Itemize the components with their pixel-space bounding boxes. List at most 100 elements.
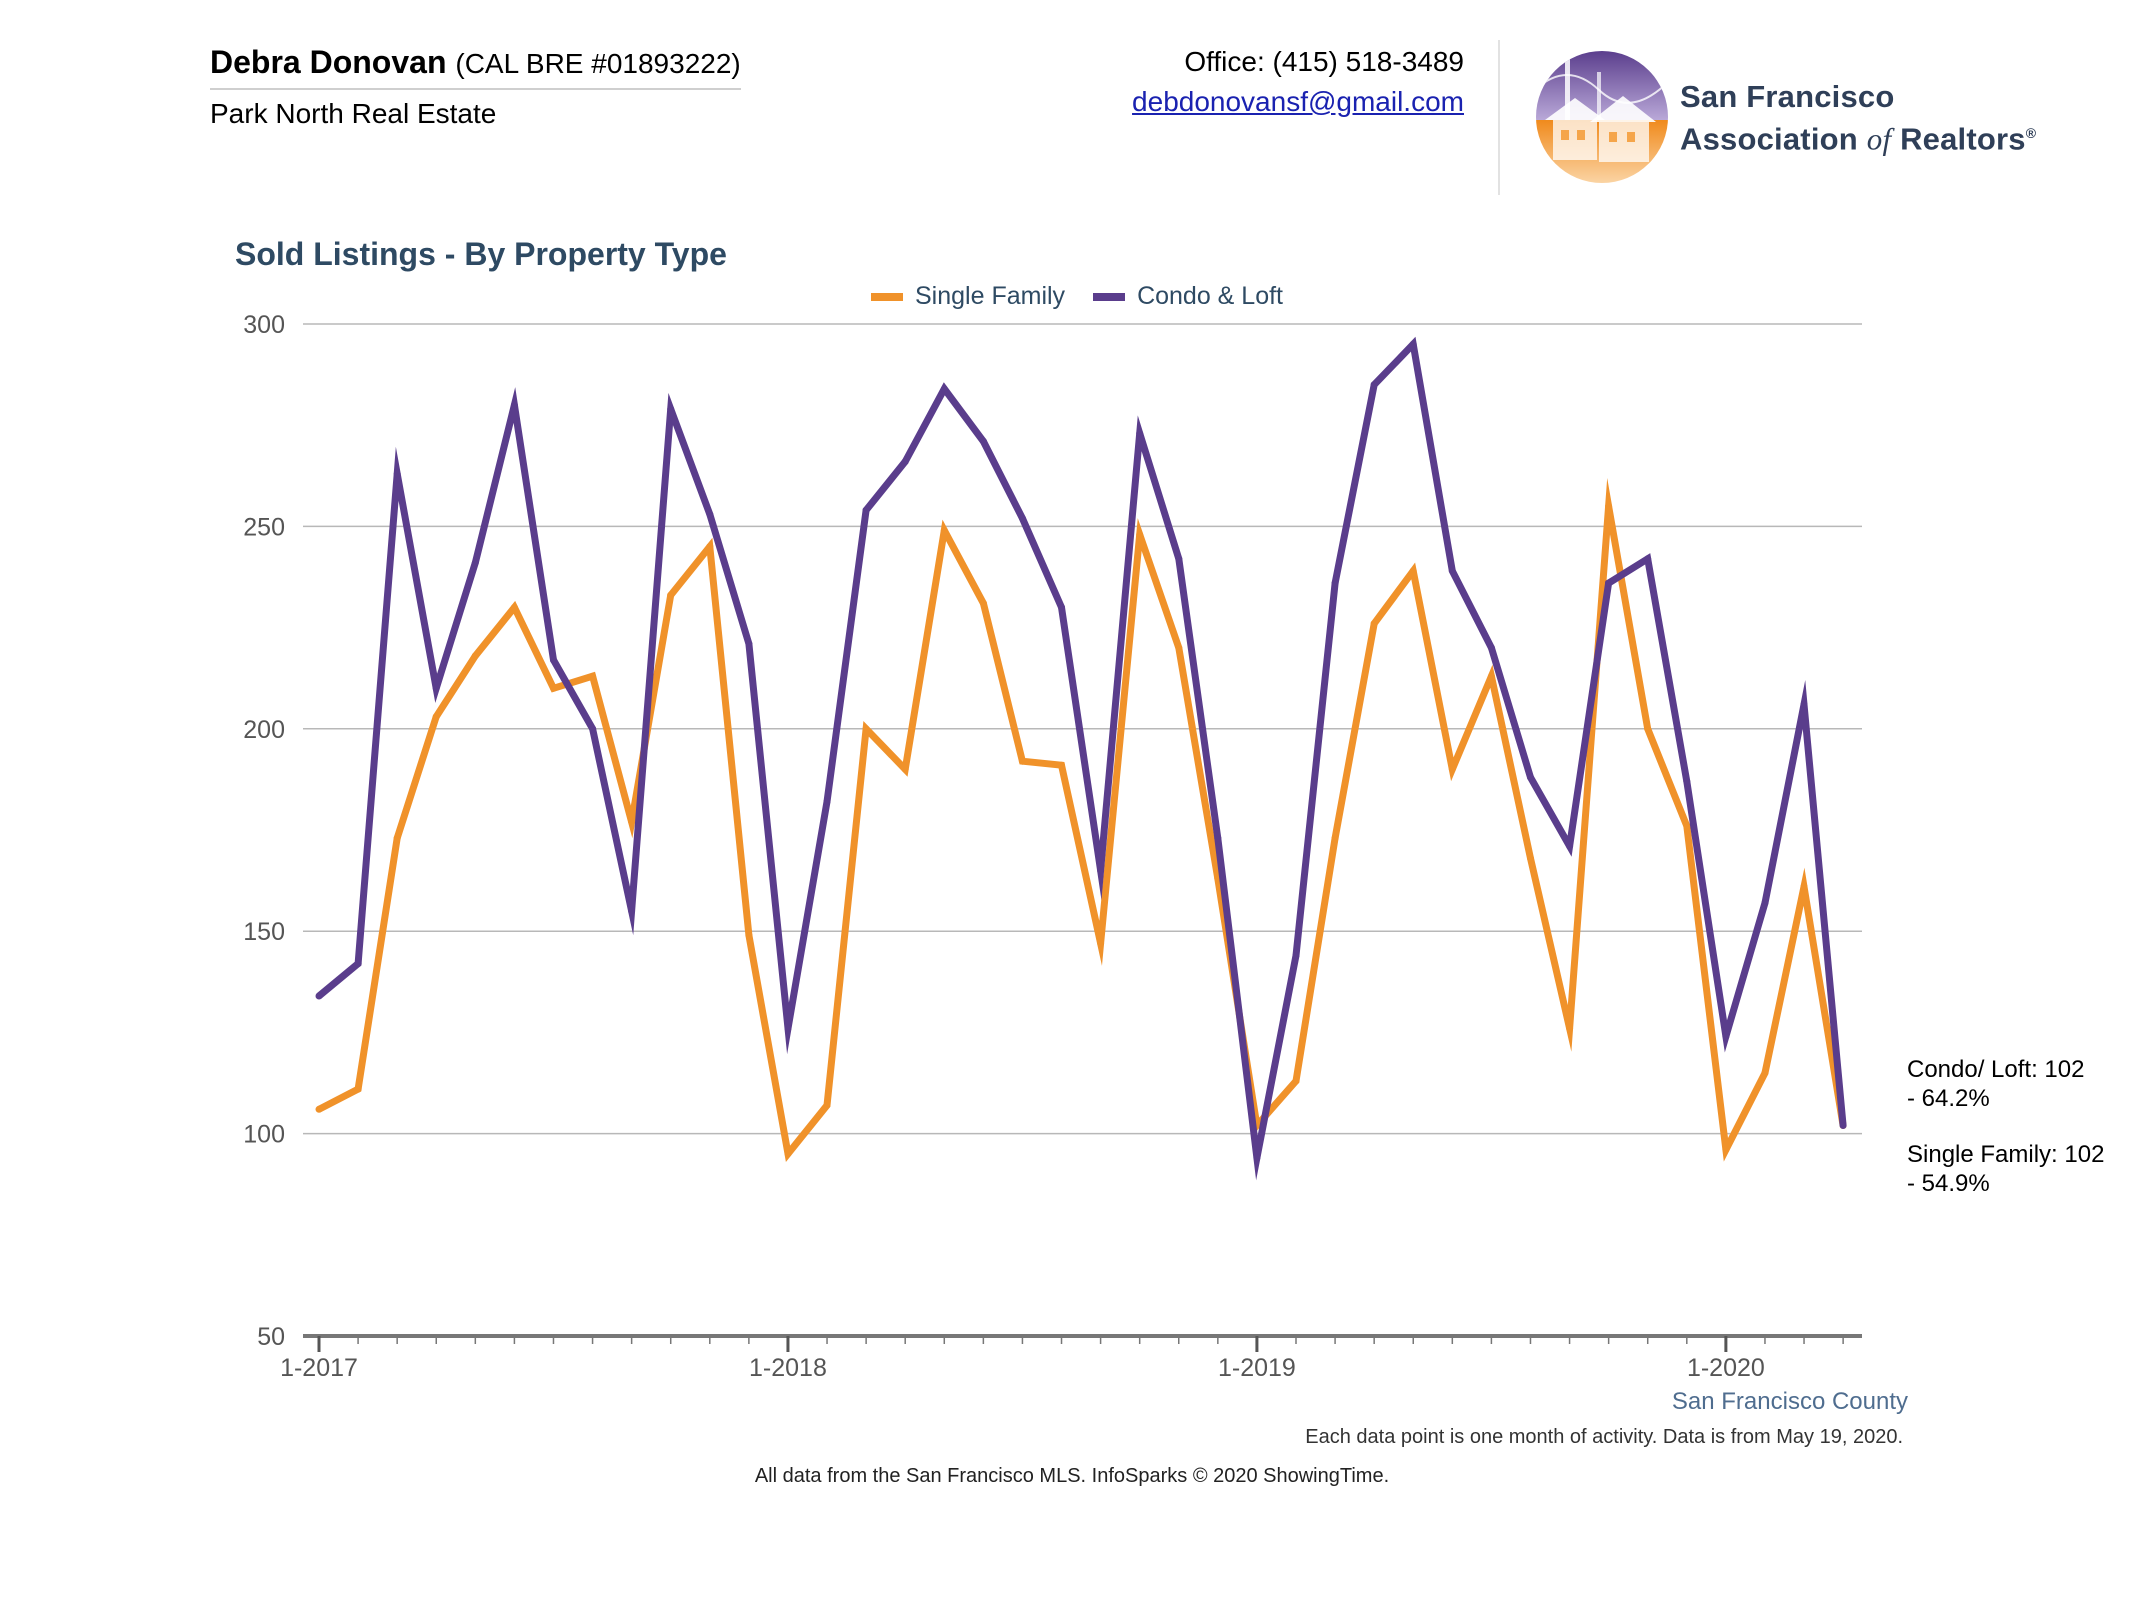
x-tick-label-3: 1-2020 [1687,1354,1765,1382]
line-chart: 50 100 150 200 250 300 1-2017 1-2018 1-2019 1-202… [243,311,1862,1382]
data-point-condo-loft-15 [901,458,909,466]
data-point-condo-loft-24 [1253,1154,1261,1162]
y-tick-label-50: 50 [257,1323,285,1351]
data-point-condo-loft-22 [1175,555,1183,563]
logo-trademark: ® [2025,125,2037,141]
series-line-condo-loft [316,336,1847,1181]
data-point-single-family-3 [432,713,440,721]
data-point-single-family-22 [1175,644,1183,652]
data-point-condo-loft-12 [784,1024,792,1032]
y-tick-label-100: 100 [243,1121,285,1149]
latest-value-annotations: Condo/ Loft: 102 - 64.2% Single Family: … [1907,1055,2104,1225]
agent-block: Debra Donovan (CAL BRE #01893222) Park N… [210,40,741,136]
county-label: San Francisco County [1671,1388,1908,1415]
data-point-condo-loft-35 [1683,777,1691,785]
chart-legend: Single Family Condo & Loft [0,282,2134,311]
y-tick-label-200: 200 [243,716,285,744]
data-point-single-family-36 [1722,1146,1730,1154]
data-point-single-family-31 [1527,854,1534,862]
data-point-single-family-34 [1644,725,1652,733]
legend-swatch-single-family [871,292,903,301]
data-point-single-family-33 [1605,502,1613,510]
data-point-single-family-6 [550,684,557,692]
data-point-single-family-18 [1018,757,1026,765]
data-point-single-family-7 [589,672,597,680]
agent-name-line: Debra Donovan (CAL BRE #01893222) [210,40,741,90]
data-point-condo-loft-30 [1487,644,1495,652]
email-link[interactable]: debdonovansf@gmail.com [1132,86,1464,117]
data-point-single-family-2 [393,834,401,842]
annotation-single-value: Single Family: 102 [1907,1141,2105,1168]
data-point-single-family-10 [706,543,714,551]
legend-item-condo-loft: Condo & Loft [1093,282,1283,311]
golden-gate-houses-logo-icon [1536,51,1668,183]
data-point-condo-loft-21 [1136,429,1144,437]
agent-license: (CAL BRE #01893222) [455,48,741,79]
data-point-single-family-11 [745,931,753,939]
data-point-condo-loft-34 [1644,555,1652,563]
data-point-condo-loft-26 [1331,579,1339,587]
data-point-condo-loft-2 [393,470,401,478]
data-point-single-family-35 [1683,822,1691,830]
data-point-single-family-15 [901,765,909,773]
data-point-single-family-20 [1097,939,1105,947]
legend-label-condo-loft: Condo & Loft [1137,282,1283,310]
y-tick-label-150: 150 [243,918,285,946]
data-point-condo-loft-37 [1761,899,1769,907]
annotation-single-change: - 54.9% [1907,1170,1990,1197]
x-tick-label-1: 1-2018 [749,1354,827,1382]
annotation-condo-change: - 64.2% [1907,1085,1990,1112]
data-point-condo-loft-33 [1605,579,1613,587]
annotation-single-family: Single Family: 102 - 54.9% [1907,1140,2104,1198]
data-point-condo-loft-17 [979,437,987,445]
data-point-condo-loft-16 [940,385,948,393]
data-point-condo-loft-8 [628,907,636,915]
data-point-single-family-26 [1331,834,1339,842]
logo-of: of [1866,121,1892,157]
data-point-condo-loft-1 [354,960,362,968]
data-point-single-family-25 [1292,1077,1300,1085]
data-point-single-family-37 [1761,1069,1769,1077]
agent-name: Debra Donovan [210,44,447,80]
y-tick-label-300: 300 [243,311,285,339]
x-tick-label-0: 1-2017 [280,1354,358,1382]
y-tick-label-250: 250 [243,513,285,541]
data-point-condo-loft-13 [823,798,831,806]
data-point-condo-loft-6 [550,656,557,664]
data-point-condo-loft-31 [1527,773,1534,781]
data-point-condo-loft-7 [589,725,597,733]
contact-block: Office: (415) 518-3489 debdonovansf@gmai… [1132,42,1464,122]
data-point-single-family-12 [784,1150,792,1158]
logo-wordmark: San Francisco Association of Realtors® [1680,78,2036,157]
agent-company: Park North Real Estate [210,98,497,129]
annotation-condo-value: Condo/ Loft: 102 [1907,1056,2085,1083]
data-point-condo-loft-14 [862,506,870,514]
logo-line-1: San Francisco [1680,79,1895,114]
data-point-single-family-21 [1136,531,1144,538]
logo-realtors: Realtors [1900,121,2026,157]
data-point-condo-loft-0 [315,992,323,1000]
source-note: All data from the San Francisco MLS. Inf… [754,1465,1390,1487]
legend-swatch-condo-loft [1093,292,1126,301]
data-point-condo-loft-39 [1839,1122,1847,1129]
logo-association: Association [1680,121,1858,157]
x-tick-label-2: 1-2019 [1218,1354,1296,1382]
data-point-condo-loft-25 [1292,952,1300,959]
data-point-condo-loft-18 [1018,514,1026,522]
legend-label-single-family: Single Family [915,282,1066,310]
data-point-single-family-1 [354,1085,362,1093]
data-point-single-family-13 [823,1101,831,1109]
office-phone: Office: (415) 518-3489 [1184,46,1464,77]
data-point-condo-loft-20 [1097,867,1105,874]
data-point-single-family-32 [1566,1024,1574,1032]
data-point-condo-loft-11 [745,640,753,648]
data-point-condo-loft-32 [1566,842,1574,850]
data-point-single-family-17 [979,599,987,607]
data-point-condo-loft-27 [1370,381,1378,389]
data-point-single-family-9 [667,591,675,599]
data-point-single-family-0 [315,1105,323,1113]
data-point-condo-loft-5 [510,401,518,409]
chart-title: Sold Listings - By Property Type [235,236,727,272]
data-point-condo-loft-19 [1058,603,1065,611]
data-point-single-family-29 [1448,765,1456,773]
